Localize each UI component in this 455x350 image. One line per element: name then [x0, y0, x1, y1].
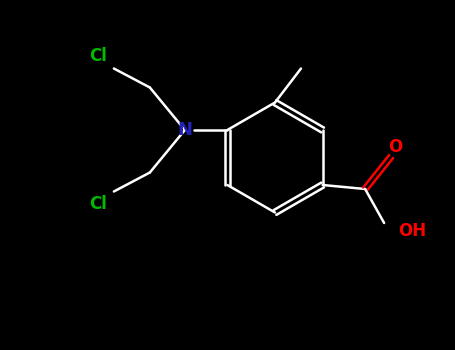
Text: OH: OH	[398, 222, 426, 239]
Text: Cl: Cl	[89, 47, 107, 65]
Text: N: N	[177, 121, 192, 139]
Text: Cl: Cl	[89, 195, 107, 213]
Text: O: O	[388, 139, 402, 156]
